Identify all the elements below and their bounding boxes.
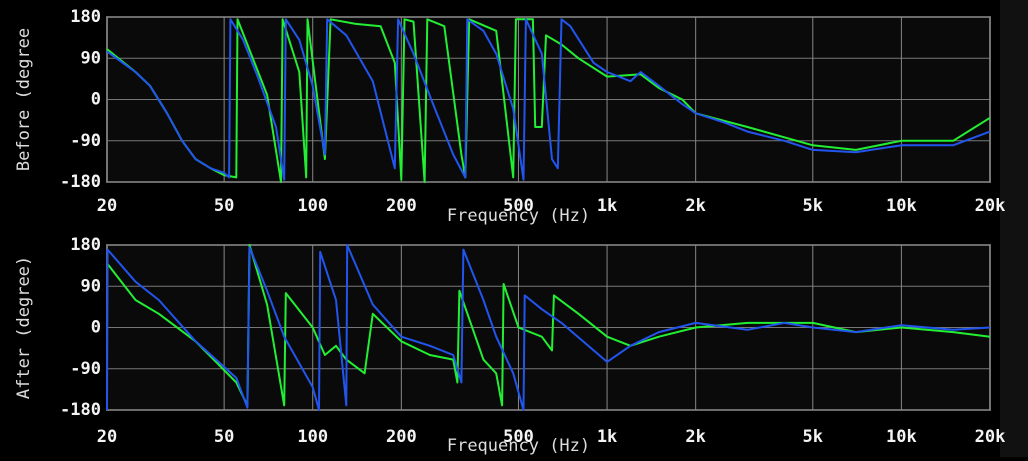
x-tick-label: 50 bbox=[214, 427, 234, 447]
y-tick-label: 90 bbox=[81, 276, 101, 296]
x-tick-label: 10k bbox=[886, 427, 917, 447]
y-tick-label: 180 bbox=[70, 235, 101, 255]
x-tick-label: 200 bbox=[386, 196, 417, 216]
y-tick-label: 0 bbox=[91, 90, 101, 110]
y-tick-label: 90 bbox=[81, 48, 101, 68]
x-tick-label: 10k bbox=[886, 196, 917, 216]
series-line bbox=[106, 244, 991, 411]
side-panel bbox=[1000, 0, 1028, 457]
x-axis-label: Frequency (Hz) bbox=[447, 206, 590, 226]
x-tick-label: 500 bbox=[503, 196, 534, 216]
y-axis-label: After (degree) bbox=[14, 256, 34, 399]
x-tick-label: 100 bbox=[297, 196, 328, 216]
y-tick-label: -180 bbox=[60, 400, 101, 420]
series-line bbox=[106, 18, 991, 183]
x-tick-label: 1k bbox=[597, 427, 617, 447]
x-tick-label: 20k bbox=[975, 196, 1006, 216]
x-tick-label: 5k bbox=[803, 427, 823, 447]
series-line bbox=[106, 18, 991, 181]
x-tick-label: 2k bbox=[685, 196, 705, 216]
y-tick-label: 0 bbox=[91, 318, 101, 338]
y-axis-label: Before (degree bbox=[14, 28, 34, 171]
x-axis-label: Frequency (Hz) bbox=[447, 436, 590, 456]
x-tick-label: 1k bbox=[597, 196, 617, 216]
x-tick-label: 100 bbox=[297, 427, 328, 447]
x-tick-label: 20k bbox=[975, 427, 1006, 447]
x-tick-label: 2k bbox=[685, 427, 705, 447]
y-tick-label: -90 bbox=[70, 359, 101, 379]
x-tick-label: 200 bbox=[386, 427, 417, 447]
x-tick-label: 20 bbox=[97, 427, 117, 447]
x-tick-label: 50 bbox=[214, 196, 234, 216]
series-line bbox=[106, 244, 991, 407]
y-tick-label: -180 bbox=[60, 172, 101, 192]
x-tick-label: 500 bbox=[503, 427, 534, 447]
x-tick-label: 20 bbox=[97, 196, 117, 216]
y-tick-label: 180 bbox=[70, 7, 101, 27]
y-tick-label: -90 bbox=[70, 131, 101, 151]
x-tick-label: 5k bbox=[803, 196, 823, 216]
